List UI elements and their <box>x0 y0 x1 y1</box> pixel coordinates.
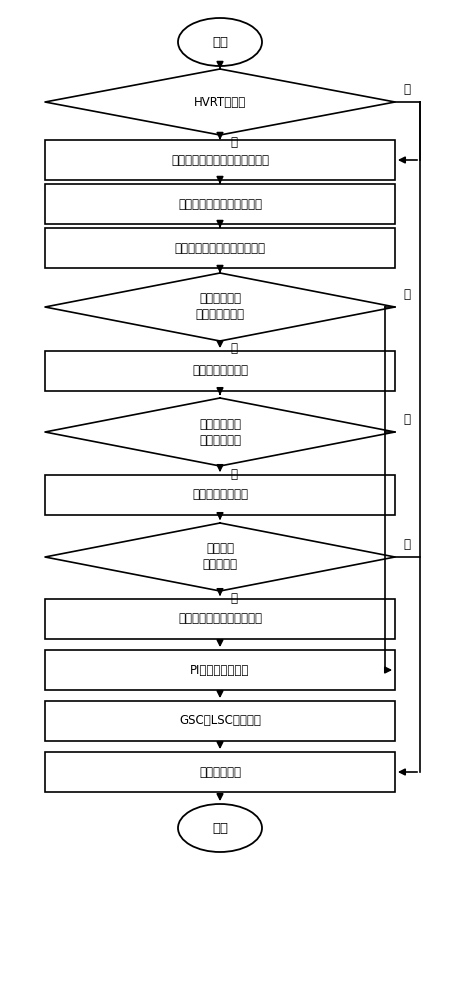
Text: PI，滤波等的调节: PI，滤波等的调节 <box>190 664 250 676</box>
Text: 恢复正常工作: 恢复正常工作 <box>199 766 241 778</box>
Text: GSC与LSC恢复正常: GSC与LSC恢复正常 <box>179 714 261 728</box>
Bar <box>45 701 395 741</box>
Bar <box>45 140 395 180</box>
Text: 变直流母线电压控制器切出: 变直流母线电压控制器切出 <box>178 612 262 626</box>
Text: 是: 是 <box>230 136 237 149</box>
Text: 是: 是 <box>230 592 237 605</box>
Text: 开始: 开始 <box>212 35 228 48</box>
Bar <box>45 650 395 690</box>
Text: 计算新的直流母线电压指令值: 计算新的直流母线电压指令值 <box>174 241 265 254</box>
Bar <box>45 184 395 224</box>
Text: 启动泄荷电阻控制: 启动泄荷电阻控制 <box>192 364 248 377</box>
Text: 是: 是 <box>230 468 237 481</box>
Text: 否: 否 <box>403 538 410 551</box>
Text: 切除泄荷电阻控制: 切除泄荷电阻控制 <box>192 488 248 502</box>
Text: 变流器检测和计算交流电压峰值: 变流器检测和计算交流电压峰值 <box>171 153 269 166</box>
Text: 启动变直流母线电压控制器: 启动变直流母线电压控制器 <box>178 198 262 211</box>
Text: 直流母线电压
降到下限值？: 直流母线电压 降到下限值？ <box>199 418 241 446</box>
Bar <box>45 475 395 515</box>
Text: 结束: 结束 <box>212 822 228 834</box>
Bar <box>45 599 395 639</box>
Bar <box>45 351 395 391</box>
Bar <box>45 228 395 268</box>
Text: 电网是否
恢复正常？: 电网是否 恢复正常？ <box>202 542 237 572</box>
Text: 否: 否 <box>403 413 410 426</box>
Text: 是: 是 <box>230 342 237 356</box>
Text: 否: 否 <box>403 288 410 301</box>
Text: 直流母线电压
达允许上限值？: 直流母线电压 达允许上限值？ <box>196 292 245 322</box>
Text: HVRT状态？: HVRT状态？ <box>194 96 246 108</box>
Bar <box>45 752 395 792</box>
Text: 否: 否 <box>403 83 410 96</box>
